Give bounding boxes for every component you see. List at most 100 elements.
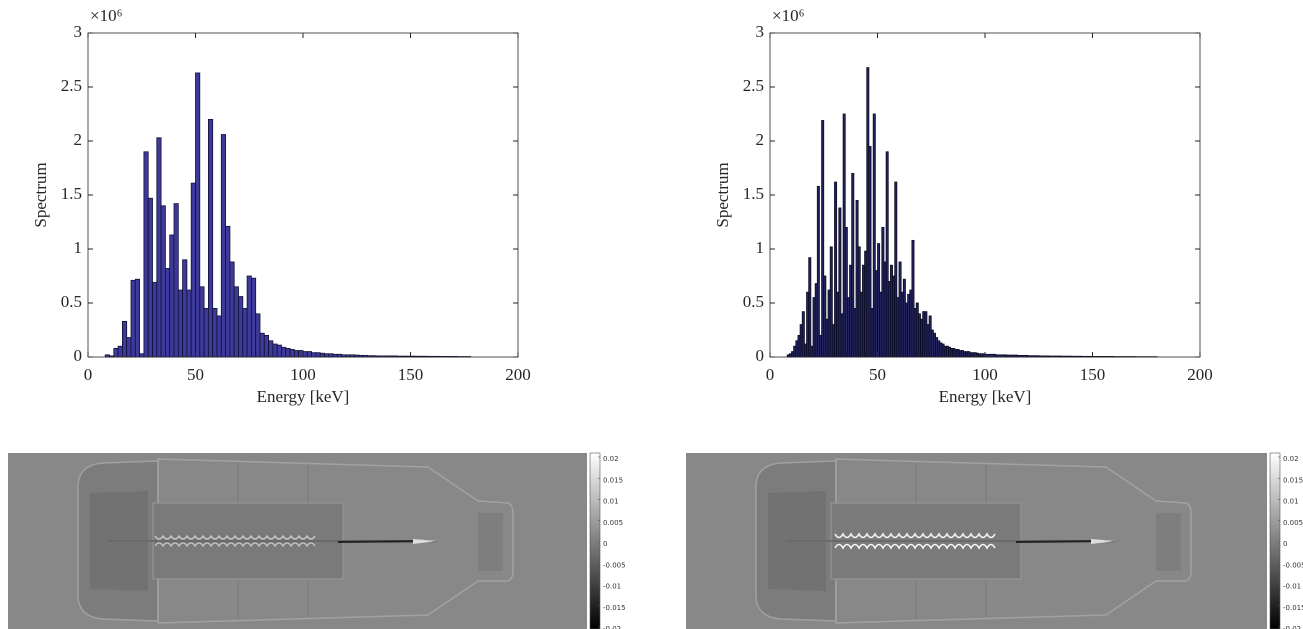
bar — [285, 347, 291, 358]
bar — [216, 315, 222, 358]
bar — [212, 307, 218, 358]
bar — [268, 340, 274, 358]
bottle — [77, 458, 514, 624]
y-tick-label: 0.5 — [743, 292, 764, 311]
bar — [302, 351, 308, 358]
spring — [834, 532, 996, 550]
x-tick-label: 150 — [1080, 365, 1106, 384]
x-tick-label: 100 — [290, 365, 316, 384]
y-tick-label: 2.5 — [743, 76, 764, 95]
y-tick-label: 2 — [756, 130, 765, 149]
colorbar-tick-label: -0.01 — [1283, 583, 1301, 591]
image-panel — [8, 453, 587, 629]
bar — [229, 261, 235, 358]
colorbar-tick-label: 0.015 — [1283, 476, 1303, 484]
x-tick-label: 200 — [505, 365, 531, 384]
y-tick-label: 2 — [74, 130, 83, 149]
bar — [203, 307, 209, 358]
bar — [186, 289, 192, 358]
bar — [207, 119, 214, 358]
histogram-bars — [104, 72, 472, 358]
colorbar-tick-label: 0.02 — [603, 455, 619, 463]
y-scale-label: ×10⁶ — [90, 6, 123, 25]
bar — [319, 352, 325, 358]
bar — [156, 137, 162, 358]
bar — [139, 353, 145, 358]
bar — [164, 268, 171, 358]
bar — [233, 286, 239, 358]
bar — [246, 275, 252, 358]
bar — [250, 277, 257, 358]
spring — [154, 534, 316, 548]
colorbar-tick-label: -0.005 — [1283, 561, 1303, 569]
y-tick-label: 2.5 — [61, 76, 82, 95]
x-tick-label: 150 — [398, 365, 424, 384]
bottle — [755, 458, 1192, 624]
x-axis-label: Energy [keV] — [939, 387, 1032, 406]
colorbar — [589, 452, 601, 629]
y-axis-label: Spectrum — [713, 162, 732, 227]
bar — [816, 185, 820, 358]
bar — [259, 332, 265, 358]
y-tick-label: 3 — [756, 22, 765, 41]
colorbar-tick-label: 0.01 — [1283, 498, 1299, 506]
bar — [173, 203, 179, 358]
y-tick-label: 0 — [756, 346, 765, 365]
colorbar-tick-label: 0 — [1283, 540, 1287, 548]
bar — [195, 72, 201, 358]
bar — [117, 345, 123, 358]
bar — [190, 182, 196, 358]
colorbar-tick-label: -0.02 — [603, 625, 621, 629]
bar — [220, 134, 227, 358]
bar — [984, 353, 997, 358]
bar — [130, 279, 136, 358]
colorbar-tick-label: 0 — [603, 540, 607, 548]
bar — [177, 289, 184, 358]
bar — [263, 334, 269, 358]
x-tick-label: 100 — [972, 365, 998, 384]
x-tick-label: 0 — [84, 365, 93, 384]
bar — [293, 350, 300, 358]
bar — [315, 352, 321, 358]
bar — [143, 151, 149, 358]
x-tick-label: 200 — [1187, 365, 1213, 384]
colorbar-tick-label: -0.005 — [603, 561, 626, 569]
y-tick-label: 0.5 — [61, 292, 82, 311]
bar — [147, 197, 153, 358]
bar — [272, 343, 278, 358]
colorbar-tick-label: -0.01 — [603, 583, 621, 591]
bar — [306, 351, 312, 358]
bar — [324, 353, 330, 358]
colorbar-tick-label: -0.015 — [1283, 604, 1303, 612]
colorbar-tick-label: -0.02 — [1283, 625, 1301, 629]
bar — [182, 259, 188, 358]
bar — [160, 205, 166, 358]
y-tick-label: 1.5 — [743, 184, 764, 203]
y-tick-label: 0 — [74, 346, 83, 365]
bar — [169, 234, 175, 358]
bar — [336, 353, 343, 358]
bar — [134, 278, 141, 358]
colorbar-tick-label: -0.015 — [603, 604, 626, 612]
y-axis-label: Spectrum — [31, 162, 50, 227]
y-tick-label: 1 — [74, 238, 83, 257]
colorbar-tick-label: 0.01 — [603, 498, 619, 506]
bar — [276, 344, 282, 358]
bar — [238, 296, 244, 358]
bar — [199, 286, 205, 358]
bar — [281, 346, 287, 358]
bar — [328, 353, 334, 358]
colorbar-tick-label: 0.005 — [603, 519, 623, 527]
bar — [122, 320, 128, 358]
bar — [332, 353, 338, 358]
colorbar-tick-label: 0.005 — [1283, 519, 1303, 527]
x-tick-label: 50 — [187, 365, 204, 384]
x-tick-label: 0 — [766, 365, 775, 384]
bar — [808, 257, 812, 358]
image-panel — [686, 453, 1267, 629]
y-tick-label: 3 — [74, 22, 83, 41]
colorbar-tick-label: 0.02 — [1283, 455, 1299, 463]
colorbar-tick-label: 0.015 — [603, 476, 623, 484]
x-axis-label: Energy [keV] — [257, 387, 350, 406]
